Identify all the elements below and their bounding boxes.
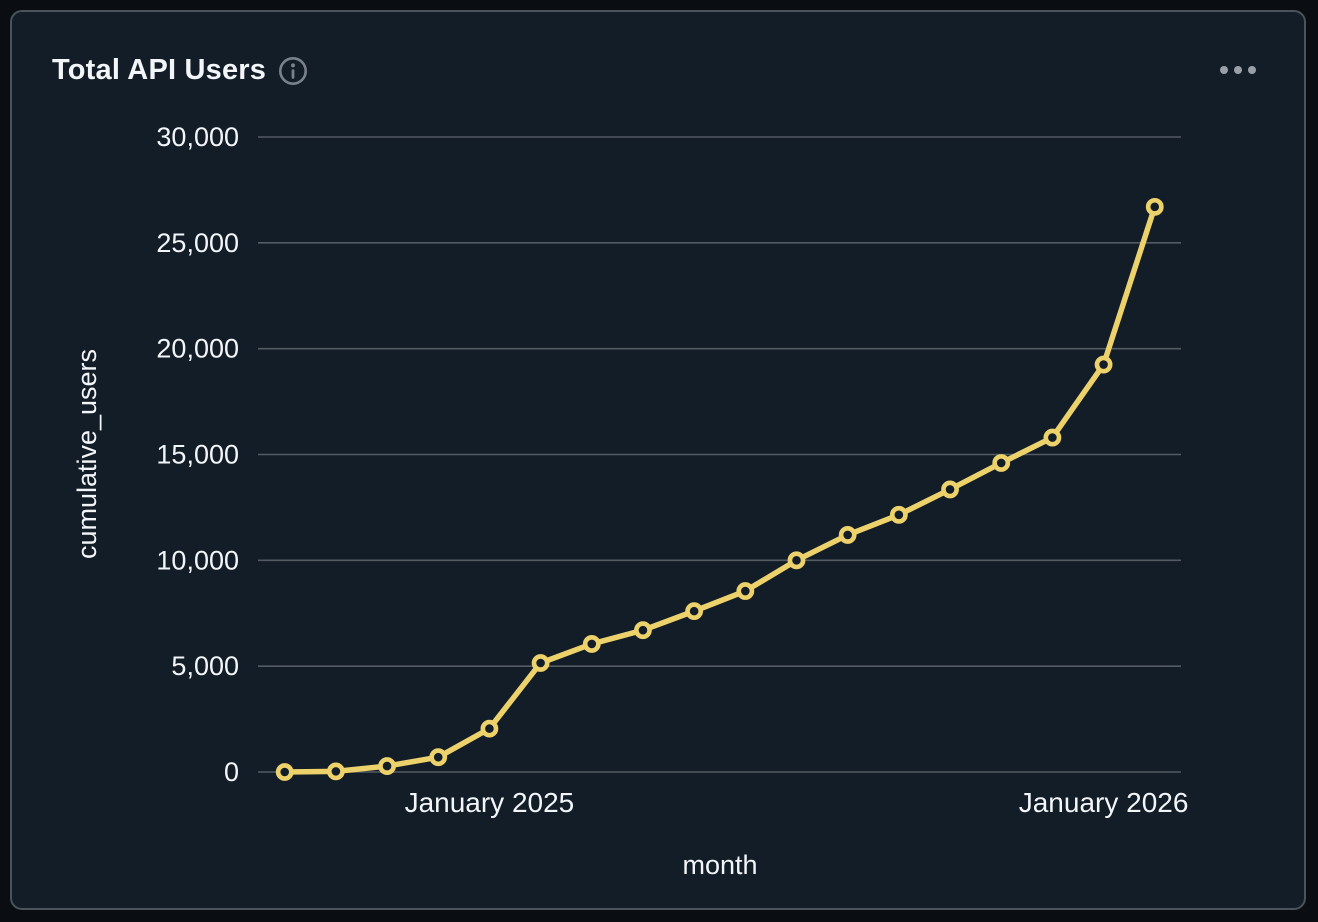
ellipsis-dot bbox=[1248, 66, 1256, 74]
y-axis-tick-label: 15,000 bbox=[156, 440, 239, 470]
data-point[interactable] bbox=[1094, 355, 1113, 374]
data-point[interactable] bbox=[1043, 428, 1062, 447]
x-axis-title: month bbox=[682, 850, 757, 880]
info-icon[interactable] bbox=[278, 56, 308, 86]
data-point[interactable] bbox=[531, 654, 550, 672]
data-point[interactable] bbox=[889, 505, 908, 524]
y-axis-tick-label: 25,000 bbox=[156, 228, 239, 258]
data-point[interactable] bbox=[326, 762, 345, 781]
y-axis-tick-label: 20,000 bbox=[156, 334, 239, 364]
card-header: Total API Users bbox=[52, 54, 308, 87]
ellipsis-menu-button[interactable] bbox=[1212, 58, 1264, 82]
data-point[interactable] bbox=[787, 551, 806, 570]
series-line bbox=[281, 204, 1158, 775]
data-point[interactable] bbox=[480, 719, 499, 738]
line-chart[interactable]: 0 5,000 10,000 15,000 20,000 25,000 30,000 Janu… bbox=[12, 12, 1304, 908]
data-point[interactable] bbox=[992, 454, 1011, 472]
chart-card: Total API Users 0 5,000 10,000 15,000 20,000… bbox=[10, 10, 1306, 910]
data-point[interactable] bbox=[378, 757, 396, 775]
card-title: Total API Users bbox=[52, 54, 267, 86]
x-axis-tick-label: January 2026 bbox=[1019, 787, 1189, 818]
data-point[interactable] bbox=[736, 582, 755, 600]
data-point[interactable] bbox=[634, 621, 652, 640]
y-axis-tick-label: 10,000 bbox=[156, 545, 239, 575]
ellipsis-dot bbox=[1234, 66, 1242, 74]
data-point[interactable] bbox=[838, 526, 857, 544]
data-point[interactable] bbox=[429, 748, 448, 767]
ellipsis-dot bbox=[1220, 66, 1228, 74]
y-axis-title: cumulative_users bbox=[72, 349, 102, 559]
x-axis-tick-label: January 2025 bbox=[405, 787, 575, 818]
y-axis-tick-label: 0 bbox=[224, 757, 239, 787]
data-point[interactable] bbox=[941, 480, 959, 499]
y-axis-tick-label: 30,000 bbox=[156, 122, 239, 152]
y-axis-tick-label: 5,000 bbox=[171, 651, 239, 681]
data-point[interactable] bbox=[685, 602, 704, 621]
data-point[interactable] bbox=[275, 763, 294, 781]
data-point[interactable] bbox=[1145, 197, 1164, 216]
data-point[interactable] bbox=[582, 635, 601, 653]
